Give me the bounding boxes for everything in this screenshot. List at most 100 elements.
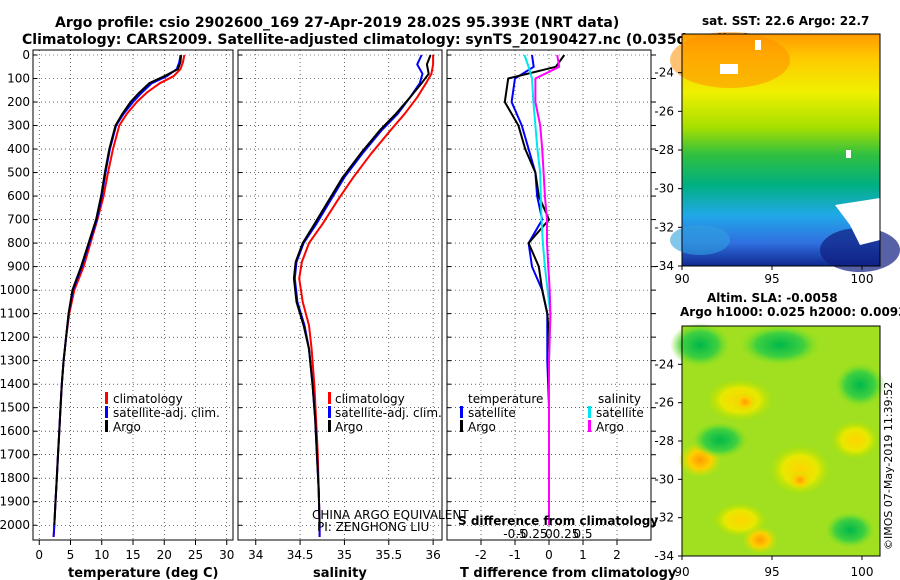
- depth-tick-label: 1800: [0, 471, 30, 485]
- legend-label-sal-satellite: satellite: [596, 406, 644, 420]
- sla-patch: [788, 470, 812, 490]
- depth-tick-label: 700: [7, 213, 30, 227]
- map-y-tick-label: -26: [654, 396, 674, 410]
- sla-patch: [825, 512, 875, 548]
- legend-label-climatology: climatology: [113, 392, 183, 406]
- credit-line1: CHINA ARGO EQUIVALENT: [312, 508, 469, 522]
- legend-label-argo: Argo: [113, 420, 141, 434]
- depth-tick-label: 1500: [0, 401, 30, 415]
- depth-tick-label: 900: [7, 260, 30, 274]
- depth-tick-label: 1600: [0, 424, 30, 438]
- sla-patch: [670, 323, 730, 367]
- x-tick-label: 5: [67, 548, 75, 562]
- sla-map-title-line1: Altim. SLA: -0.0058: [707, 291, 838, 305]
- x-tick-label: 25: [188, 548, 203, 562]
- sla-patch: [830, 420, 880, 460]
- s-diff-tick-label: -0.25: [516, 527, 547, 541]
- map-x-tick-label: 90: [674, 565, 689, 579]
- profile-line: [52, 54, 182, 538]
- temperature-axis-label: temperature (deg C): [68, 566, 218, 580]
- map-x-tick-label: 100: [851, 565, 874, 579]
- x-tick-label: 36: [425, 548, 440, 562]
- depth-axis-labels: 0 100 200 300 400 500 600 700 800 900 1000 1100 1200…: [0, 48, 30, 532]
- salinity-legend: climatology satellite-adj. clim. Argo: [328, 392, 442, 434]
- sst-cloud-mask: [835, 198, 880, 245]
- sst-map: [670, 32, 900, 272]
- sla-patch: [733, 392, 757, 412]
- legend-swatch-sal-satellite: [588, 406, 591, 418]
- legend-swatch-sal-argo: [588, 420, 591, 432]
- map-x-tick-label: 95: [764, 565, 779, 579]
- x-tick-label: 34: [248, 548, 263, 562]
- depth-tick-label: 100: [7, 72, 30, 86]
- sst-map-title: sat. SST: 22.6 Argo: 22.7: [702, 14, 869, 28]
- legend-swatch-satellite: [105, 406, 108, 418]
- x-tick-label: 35: [337, 548, 352, 562]
- x-tick-label: 20: [157, 548, 172, 562]
- map-y-tick-label: -32: [654, 511, 674, 525]
- map-y-tick-label: -34: [654, 259, 674, 273]
- sst-cloud-mask: [846, 150, 851, 158]
- depth-tick-label: 1000: [0, 283, 30, 297]
- sla-map: [670, 323, 885, 557]
- sst-warm-patch: [670, 32, 790, 88]
- legend-title-salinity: salinity: [598, 392, 641, 406]
- legend-label-climatology: climatology: [335, 392, 405, 406]
- sst-blue-patch: [670, 225, 730, 255]
- legend-swatch-satellite: [328, 406, 331, 418]
- profile-line: [534, 54, 561, 526]
- map-y-tick-label: -24: [654, 66, 674, 80]
- x-tick-label: 35.5: [375, 548, 402, 562]
- depth-tick-label: 500: [7, 166, 30, 180]
- sst-cloud-mask: [720, 64, 738, 74]
- x-tick-label: 2: [613, 548, 621, 562]
- x-tick-label: -2: [475, 548, 487, 562]
- depth-tick-label: 200: [7, 95, 30, 109]
- map-y-tick-label: -34: [654, 549, 674, 563]
- map-x-tick-label: 95: [764, 272, 779, 286]
- legend-swatch-argo: [105, 420, 108, 432]
- sla-patch: [835, 363, 885, 407]
- s-diff-tick-label: 0: [545, 527, 553, 541]
- depth-tick-label: 1900: [0, 495, 30, 509]
- t-difference-axis-label: T difference from climatology: [460, 566, 677, 580]
- s-diff-tick-label: 0.25: [553, 527, 580, 541]
- map-y-tick-label: -28: [654, 143, 674, 157]
- depth-tick-label: 1200: [0, 330, 30, 344]
- depth-tick-label: 1400: [0, 377, 30, 391]
- legend-label-satellite: satellite-adj. clim.: [113, 406, 220, 420]
- map-y-tick-label: -28: [654, 434, 674, 448]
- legend-swatch-argo: [328, 420, 331, 432]
- s-difference-axis-label: S difference from climatology: [458, 514, 658, 528]
- sla-patch: [692, 422, 748, 458]
- temperature-legend: climatology satellite-adj. clim. Argo: [105, 392, 220, 434]
- s-diff-tick-label: -0.5: [503, 527, 526, 541]
- legend-swatch-temp-satellite: [460, 406, 463, 418]
- legend-title-temperature: temperature: [468, 392, 543, 406]
- imos-stamp: ©IMOS 07-May-2019 11:39:52: [882, 382, 895, 550]
- x-tick-label: 15: [125, 548, 140, 562]
- legend-label-temp-satellite: satellite: [468, 406, 516, 420]
- x-tick-label: 10: [94, 548, 109, 562]
- legend-label-argo: Argo: [335, 420, 363, 434]
- depth-tick-label: 400: [7, 142, 30, 156]
- sla-patch: [740, 325, 820, 365]
- x-tick-label: 30: [219, 548, 234, 562]
- x-tick-label: -1: [509, 548, 521, 562]
- header-line2: Climatology: CARS2009. Satellite-adjuste…: [22, 32, 750, 48]
- x-tick-label: 0: [545, 548, 553, 562]
- depth-tick-label: 2000: [0, 518, 30, 532]
- x-tick-label: 0: [35, 548, 43, 562]
- legend-label-temp-argo: Argo: [468, 420, 496, 434]
- depth-tick-label: 1100: [0, 307, 30, 321]
- difference-legend: temperature satellite Argo salinity sate…: [460, 392, 644, 434]
- map-x-tick-label: 90: [674, 272, 689, 286]
- legend-swatch-climatology: [328, 392, 331, 404]
- s-diff-tick-label: 0.5: [573, 527, 592, 541]
- legend-swatch-climatology: [105, 392, 108, 404]
- map-y-tick-label: -30: [654, 472, 674, 486]
- sst-cloud-mask: [755, 40, 761, 50]
- difference-profile-lines: [503, 54, 566, 526]
